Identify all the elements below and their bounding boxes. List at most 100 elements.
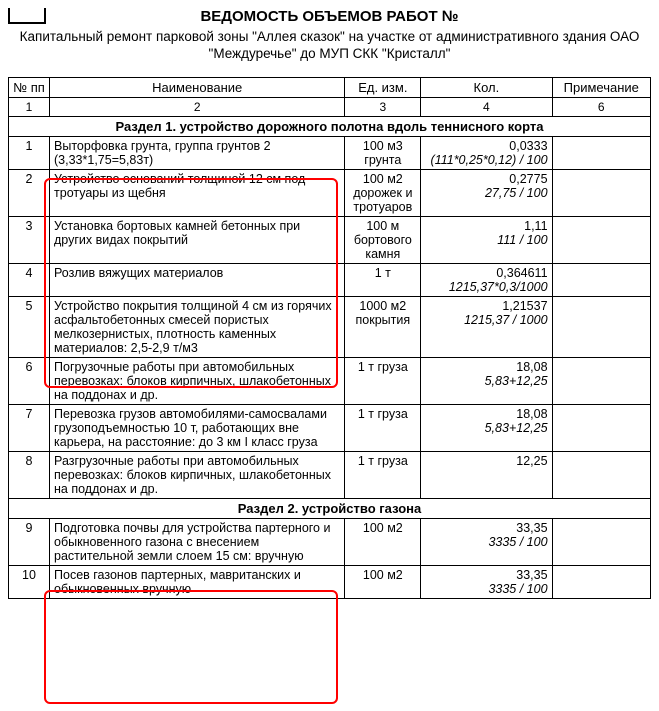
qty-formula: 1215,37*0,3/1000 — [425, 280, 547, 294]
row-num: 6 — [9, 357, 50, 404]
table-row: 9 Подготовка почвы для устройства партер… — [9, 518, 651, 565]
row-qty: 18,08 5,83+12,25 — [421, 357, 552, 404]
colnum-4: 4 — [421, 97, 552, 116]
work-volume-table: № пп Наименование Ед. изм. Кол. Примечан… — [8, 77, 651, 599]
row-note — [552, 518, 650, 565]
row-unit: 1 т груза — [345, 357, 421, 404]
row-note — [552, 136, 650, 169]
qty-formula: 1215,37 / 1000 — [425, 313, 547, 327]
highlight-box — [44, 590, 338, 704]
qty-value: 12,25 — [516, 454, 547, 468]
qty-value: 33,35 — [516, 568, 547, 582]
qty-value: 33,35 — [516, 521, 547, 535]
section-2-title: Раздел 2. устройство газона — [9, 498, 651, 518]
row-note — [552, 296, 650, 357]
table-row: 5 Устройство покрытия толщиной 4 см из г… — [9, 296, 651, 357]
row-num: 5 — [9, 296, 50, 357]
row-unit: 1 т — [345, 263, 421, 296]
row-num: 2 — [9, 169, 50, 216]
colnum-6: 6 — [552, 97, 650, 116]
row-note — [552, 451, 650, 498]
row-num: 3 — [9, 216, 50, 263]
row-qty: 1,11 111 / 100 — [421, 216, 552, 263]
row-qty: 18,08 5,83+12,25 — [421, 404, 552, 451]
corner-mark — [8, 8, 46, 24]
row-qty: 33,35 3335 / 100 — [421, 565, 552, 598]
qty-value: 1,11 — [524, 219, 547, 233]
col-header-name: Наименование — [50, 77, 345, 97]
row-unit: 100 м3 грунта — [345, 136, 421, 169]
row-name: Установка бортовых камней бетонных при д… — [50, 216, 345, 263]
table-row: 8 Разгрузочные работы при автомобильных … — [9, 451, 651, 498]
qty-formula: 111 / 100 — [425, 233, 547, 247]
row-name: Разгрузочные работы при автомобильных пе… — [50, 451, 345, 498]
row-num: 4 — [9, 263, 50, 296]
row-unit: 1 т груза — [345, 404, 421, 451]
table-header-row: № пп Наименование Ед. изм. Кол. Примечан… — [9, 77, 651, 97]
qty-formula: 5,83+12,25 — [425, 421, 547, 435]
row-num: 8 — [9, 451, 50, 498]
row-unit: 100 м2 — [345, 565, 421, 598]
qty-value: 0,364611 — [496, 266, 547, 280]
doc-title: ВЕДОМОСТЬ ОБЪЕМОВ РАБОТ № — [8, 8, 651, 25]
row-num: 9 — [9, 518, 50, 565]
col-header-qty: Кол. — [421, 77, 552, 97]
section-1-row: Раздел 1. устройство дорожного полотна в… — [9, 116, 651, 136]
table-row: 6 Погрузочные работы при автомобильных п… — [9, 357, 651, 404]
table-row: 4 Розлив вяжущих материалов 1 т 0,364611… — [9, 263, 651, 296]
qty-formula: 27,75 / 100 — [425, 186, 547, 200]
row-unit: 100 м бортового камня — [345, 216, 421, 263]
qty-formula: 3335 / 100 — [425, 535, 547, 549]
row-name: Подготовка почвы для устройства партерно… — [50, 518, 345, 565]
row-name: Выторфовка грунта, группа грунтов 2 (3,3… — [50, 136, 345, 169]
colnum-1: 1 — [9, 97, 50, 116]
doc-subtitle: Капитальный ремонт парковой зоны "Аллея … — [8, 29, 651, 63]
table-row: 2 Устройство оснований толщиной 12 см по… — [9, 169, 651, 216]
row-name: Устройство покрытия толщиной 4 см из гор… — [50, 296, 345, 357]
col-header-num: № пп — [9, 77, 50, 97]
qty-value: 18,08 — [516, 360, 547, 374]
row-qty: 0,0333 (111*0,25*0,12) / 100 — [421, 136, 552, 169]
row-name: Перевозка грузов автомобилями-самосвалам… — [50, 404, 345, 451]
row-note — [552, 404, 650, 451]
row-note — [552, 263, 650, 296]
qty-value: 0,2775 — [509, 172, 547, 186]
row-name: Погрузочные работы при автомобильных пер… — [50, 357, 345, 404]
colnum-3: 3 — [345, 97, 421, 116]
col-header-unit: Ед. изм. — [345, 77, 421, 97]
row-note — [552, 169, 650, 216]
row-num: 10 — [9, 565, 50, 598]
row-name: Устройство оснований толщиной 12 см под … — [50, 169, 345, 216]
table-row: 10 Посев газонов партерных, мавританских… — [9, 565, 651, 598]
qty-formula: 3335 / 100 — [425, 582, 547, 596]
table-header-numbers: 1 2 3 4 6 — [9, 97, 651, 116]
row-qty: 0,364611 1215,37*0,3/1000 — [421, 263, 552, 296]
table-row: 3 Установка бортовых камней бетонных при… — [9, 216, 651, 263]
row-qty: 0,2775 27,75 / 100 — [421, 169, 552, 216]
row-num: 1 — [9, 136, 50, 169]
row-qty: 1,21537 1215,37 / 1000 — [421, 296, 552, 357]
row-note — [552, 357, 650, 404]
colnum-2: 2 — [50, 97, 345, 116]
row-name: Розлив вяжущих материалов — [50, 263, 345, 296]
table-row: 7 Перевозка грузов автомобилями-самосвал… — [9, 404, 651, 451]
qty-formula: (111*0,25*0,12) / 100 — [425, 153, 547, 167]
qty-value: 18,08 — [516, 407, 547, 421]
row-qty: 12,25 — [421, 451, 552, 498]
row-qty: 33,35 3335 / 100 — [421, 518, 552, 565]
row-num: 7 — [9, 404, 50, 451]
row-note — [552, 216, 650, 263]
qty-value: 0,0333 — [509, 139, 547, 153]
table-row: 1 Выторфовка грунта, группа грунтов 2 (3… — [9, 136, 651, 169]
col-header-note: Примечание — [552, 77, 650, 97]
qty-value: 1,21537 — [502, 299, 547, 313]
section-2-row: Раздел 2. устройство газона — [9, 498, 651, 518]
document-page: { "doc": { "title": "ВЕДОМОСТЬ ОБЪЕМОВ Р… — [0, 0, 659, 611]
row-note — [552, 565, 650, 598]
row-unit: 1 т груза — [345, 451, 421, 498]
row-unit: 100 м2 — [345, 518, 421, 565]
section-1-title: Раздел 1. устройство дорожного полотна в… — [9, 116, 651, 136]
row-unit: 100 м2 дорожек и тротуаров — [345, 169, 421, 216]
row-name: Посев газонов партерных, мавританских и … — [50, 565, 345, 598]
row-unit: 1000 м2 покрытия — [345, 296, 421, 357]
